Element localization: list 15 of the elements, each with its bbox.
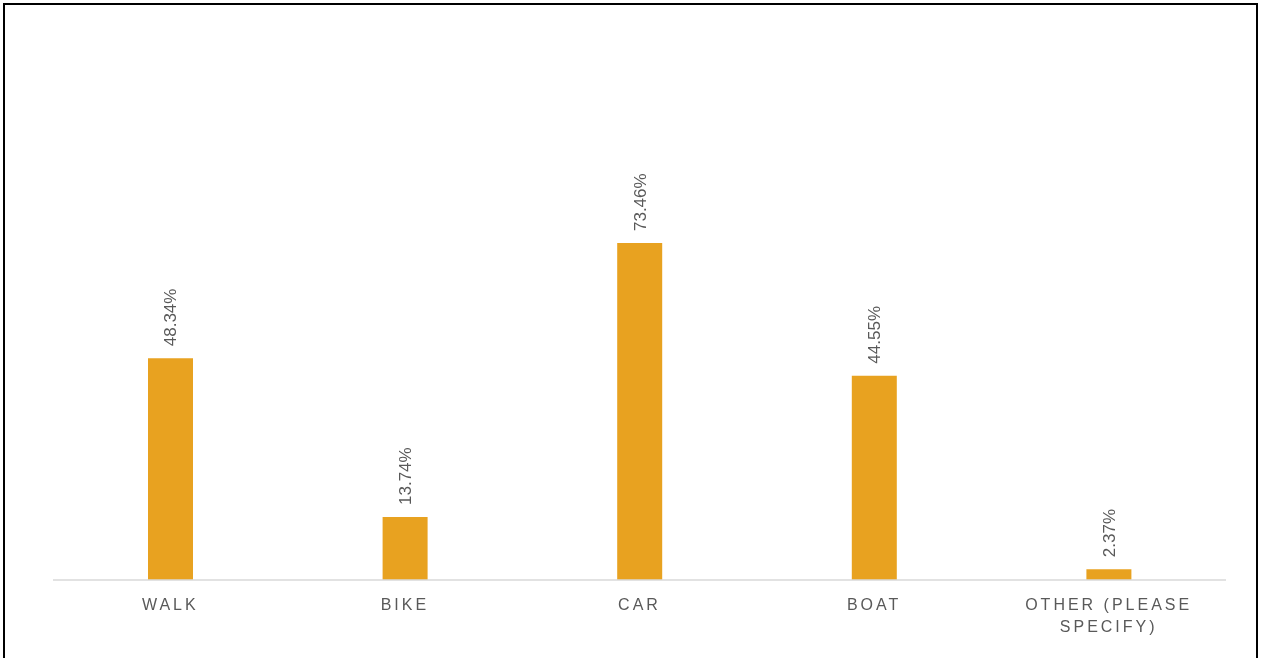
x-tick-label: CAR bbox=[618, 596, 661, 613]
bar bbox=[851, 375, 897, 580]
data-label: 48.34% bbox=[161, 288, 181, 347]
data-label: 73.46% bbox=[630, 173, 650, 231]
data-label: 2.37% bbox=[1099, 508, 1119, 558]
bar bbox=[1086, 569, 1132, 580]
x-tick-label: BOAT bbox=[846, 596, 902, 613]
bar bbox=[148, 358, 193, 580]
x-tick-label: BIKE bbox=[380, 596, 430, 613]
data-label: 13.74% bbox=[396, 447, 416, 505]
bar bbox=[617, 243, 663, 580]
x-tick-label: WALK bbox=[141, 596, 199, 613]
x-tick-label: OTHER (PLEASE SPECIFY) bbox=[1025, 596, 1193, 635]
bar bbox=[382, 516, 428, 580]
data-label: 44.55% bbox=[865, 305, 885, 364]
